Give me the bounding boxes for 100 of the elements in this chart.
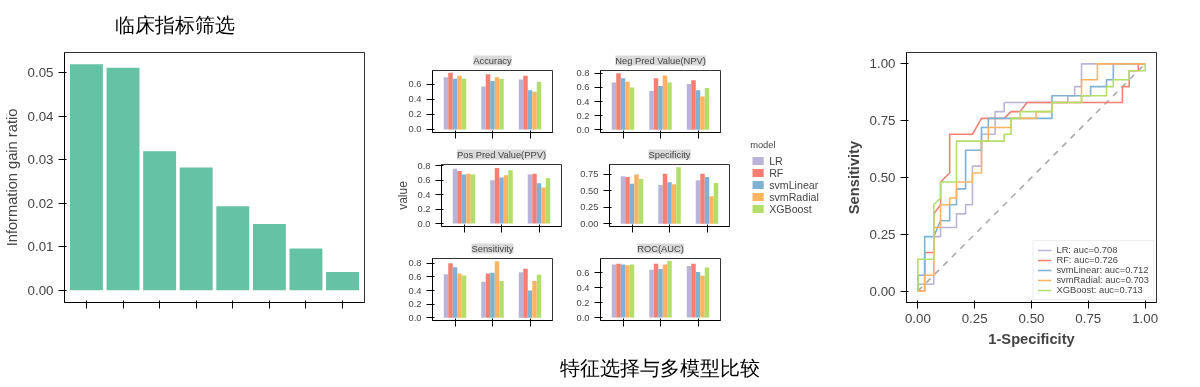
bar xyxy=(448,72,453,130)
bar xyxy=(658,268,663,318)
y-tick-label: 0.6 xyxy=(408,271,422,282)
bar xyxy=(662,264,668,318)
y-tick-label: 0.00 xyxy=(869,283,896,299)
bar xyxy=(499,177,504,224)
bar xyxy=(499,78,504,130)
y-tick-label: 0.03 xyxy=(27,152,54,168)
bar xyxy=(695,90,701,130)
bar xyxy=(252,224,286,291)
bar xyxy=(691,80,696,130)
legend-label: svmLinear xyxy=(769,178,819,190)
bar xyxy=(653,78,659,130)
y-tick-label: 0.2 xyxy=(576,297,590,308)
y-tick-label: 0.8 xyxy=(417,160,431,171)
bar xyxy=(695,180,701,224)
bar xyxy=(490,81,495,130)
bar xyxy=(481,281,486,318)
bar xyxy=(541,187,546,224)
y-tick-label: 0.8 xyxy=(408,258,422,269)
y-tick-label: 0.0 xyxy=(408,124,422,135)
bar xyxy=(532,280,537,318)
bar xyxy=(179,167,213,291)
y-tick-label: 0.0 xyxy=(408,312,422,323)
bar xyxy=(457,273,462,318)
bar xyxy=(326,272,360,291)
bar xyxy=(658,184,663,224)
legend-label: svmRadial: auc=0.703 xyxy=(1056,275,1149,285)
bar xyxy=(481,86,486,130)
bar xyxy=(686,265,692,318)
y-tick-label: 0.0 xyxy=(417,218,431,229)
bar xyxy=(532,173,537,224)
y-tick-label: 0.75 xyxy=(869,113,896,129)
bar xyxy=(620,78,626,130)
bar xyxy=(485,273,491,318)
y-tick-label: 0.0 xyxy=(576,312,590,323)
bar xyxy=(709,196,714,224)
bar xyxy=(289,248,323,291)
legend-label: RF xyxy=(769,166,785,178)
y-tick-label: 0.25 xyxy=(580,202,599,213)
bar xyxy=(667,82,672,130)
bar xyxy=(545,178,551,224)
y-tick-label: 0.4 xyxy=(417,189,431,200)
y-tick-label: 0.00 xyxy=(580,218,599,229)
bar xyxy=(536,183,542,224)
bar xyxy=(700,173,705,224)
bar xyxy=(704,267,710,318)
chart-title: Neg Pred Value(NPV) xyxy=(615,55,706,66)
bar xyxy=(700,275,705,318)
y-tick-label: 0.2 xyxy=(576,110,590,121)
legend-title: model xyxy=(750,139,777,149)
y-tick-label: 0.01 xyxy=(27,239,54,255)
bar xyxy=(518,272,524,318)
y-tick-label: 0.4 xyxy=(408,285,422,296)
y-tick-label: 0.2 xyxy=(408,299,422,310)
x-tick-label: 0.25 xyxy=(961,310,988,326)
text: 特征选择与多模型比较 xyxy=(560,355,760,382)
bar xyxy=(499,280,504,318)
y-axis-title: Sensitivity xyxy=(845,140,862,215)
bar xyxy=(448,263,453,318)
bar xyxy=(490,272,495,318)
bar xyxy=(616,263,621,318)
bar xyxy=(667,260,672,318)
y-tick-label: 0.2 xyxy=(417,204,431,215)
legend-label: XGBoost: auc=0.713 xyxy=(1056,285,1143,295)
x-axis-title: 1-Specificity xyxy=(988,330,1076,347)
bar xyxy=(106,67,140,291)
y-axis-title: Information gain ratio xyxy=(3,108,20,247)
bar xyxy=(457,170,462,224)
x-tick-label: 1.00 xyxy=(1132,310,1159,326)
y-tick-label: 0.02 xyxy=(27,195,54,211)
bar xyxy=(523,268,528,318)
bar xyxy=(143,151,177,291)
bar xyxy=(662,75,668,130)
bar xyxy=(649,90,654,130)
legend-label: LR: auc=0.708 xyxy=(1056,245,1118,255)
y-axis-title: value xyxy=(395,180,410,210)
y-tick-label: 0.4 xyxy=(576,282,590,293)
bar xyxy=(494,168,500,224)
y-tick-label: 0.6 xyxy=(576,267,590,278)
x-tick-label: 0.75 xyxy=(1075,310,1102,326)
bar xyxy=(490,180,495,224)
bar xyxy=(503,175,509,224)
bar xyxy=(523,75,528,130)
y-tick-label: 0.25 xyxy=(869,226,896,242)
chart-title: Pos Pred Value(PPV) xyxy=(457,149,547,160)
bar xyxy=(629,87,635,130)
chart-title: Specificity xyxy=(648,149,691,160)
bar xyxy=(676,167,681,224)
y-tick-label: 0.6 xyxy=(576,82,590,93)
bar xyxy=(494,261,500,318)
bar xyxy=(443,274,449,318)
chart-title: Accuracy xyxy=(473,55,513,66)
y-tick-label: 0.6 xyxy=(417,175,431,186)
y-tick-label: 1.00 xyxy=(869,56,896,72)
chart-title: Sensitivity xyxy=(471,243,514,254)
bar xyxy=(695,271,701,318)
bar xyxy=(691,263,696,318)
bar xyxy=(658,86,663,130)
bar xyxy=(466,173,471,224)
